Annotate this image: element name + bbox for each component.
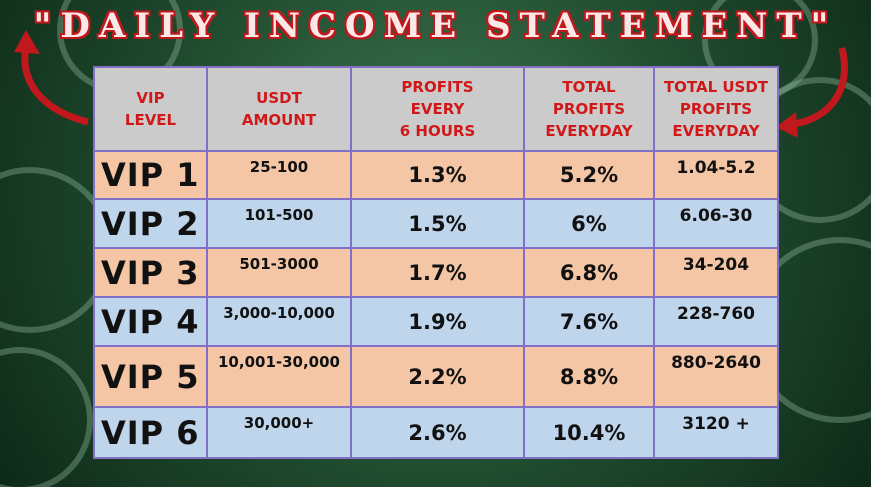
vip-level: VIP 6 [93,406,208,459]
header-cell: TOTAL PROFITS EVERYDAY [523,66,655,152]
profit-cell: 3120 + [653,406,779,459]
usdt-amount: 30,000+ [206,406,352,459]
usdt-amount: 25-100 [206,150,352,200]
vip-level: VIP 4 [93,296,208,347]
vip-level: VIP 5 [93,345,208,408]
profit-cell: 1.5% [350,198,525,249]
profit-cell: 6.8% [523,247,655,298]
profit-cell: 5.2% [523,150,655,200]
profit-cell: 6% [523,198,655,249]
profit-cell: 1.04-5.2 [653,150,779,200]
vip-level: VIP 1 [93,150,208,200]
profit-cell: 228-760 [653,296,779,347]
profit-cell: 10.4% [523,406,655,459]
usdt-amount: 10,001-30,000 [206,345,352,408]
table-row: VIP 2 101-500 1.5% 6% 6.06-30 [93,198,779,249]
profit-cell: 1.9% [350,296,525,347]
header-cell: PROFITS EVERY 6 HOURS [350,66,525,152]
vip-level: VIP 2 [93,198,208,249]
income-table: VIP LEVEL USDT AMOUNT PROFITS EVERY 6 HOUR… [93,66,779,459]
profit-cell: 7.6% [523,296,655,347]
usdt-amount: 501-3000 [206,247,352,298]
header-row: VIP LEVEL USDT AMOUNT PROFITS EVERY 6 HOUR… [93,66,779,152]
profit-cell: 2.2% [350,345,525,408]
profit-cell: 1.7% [350,247,525,298]
table-row: VIP 6 30,000+ 2.6% 10.4% 3120 + [93,406,779,459]
header-cell: USDT AMOUNT [206,66,352,152]
title: "DAILY INCOME STATEMENT" [33,6,838,46]
profit-cell: 34-204 [653,247,779,298]
profit-cell: 1.3% [350,150,525,200]
header-cell: VIP LEVEL [93,66,208,152]
vip-level: VIP 3 [93,247,208,298]
table-row: VIP 5 10,001-30,000 2.2% 8.8% 880-2640 [93,345,779,408]
profit-cell: 880-2640 [653,345,779,408]
table-row: VIP 3 501-3000 1.7% 6.8% 34-204 [93,247,779,298]
profit-cell: 6.06-30 [653,198,779,249]
usdt-amount: 101-500 [206,198,352,249]
table-row: VIP 1 25-100 1.3% 5.2% 1.04-5.2 [93,150,779,200]
usdt-amount: 3,000-10,000 [206,296,352,347]
header-cell: TOTAL USDT PROFITS EVERYDAY [653,66,779,152]
profit-cell: 2.6% [350,406,525,459]
table-row: VIP 4 3,000-10,000 1.9% 7.6% 228-760 [93,296,779,347]
profit-cell: 8.8% [523,345,655,408]
